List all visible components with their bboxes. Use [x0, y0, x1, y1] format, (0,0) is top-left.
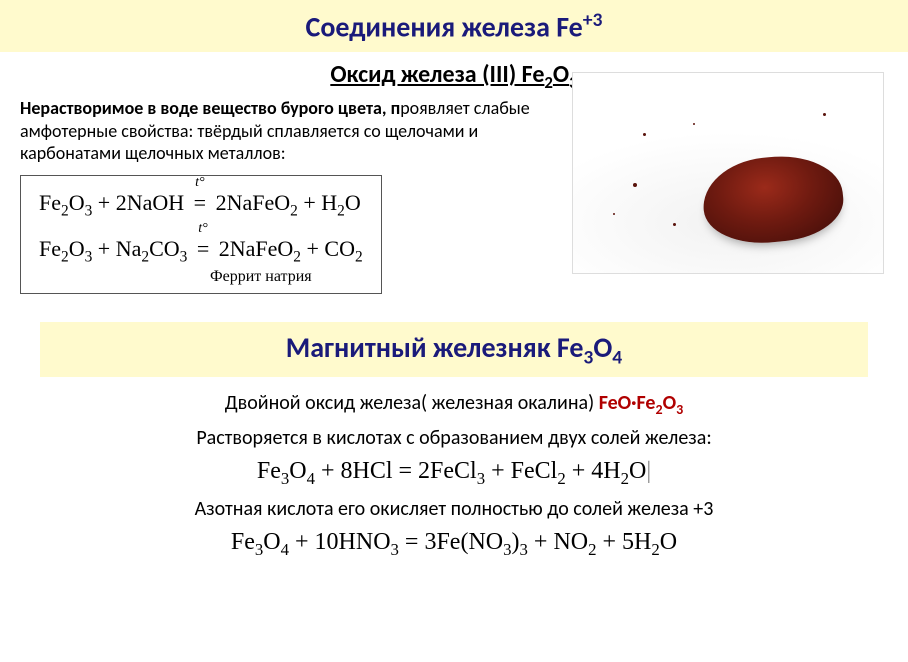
title-sup: +3: [583, 8, 603, 32]
equation-4: Fe3O4 + 10HNO3 = 3Fe(NO3)3 + NO2 + 5H2O: [0, 529, 908, 560]
title-banner-fe3: Соединения железа Fe+3: [0, 0, 908, 52]
equation-3: Fe3O4 + 8HCl = 2FeCl3 + FeCl2 + 4H2O|: [0, 458, 908, 489]
title-banner-magnetite: Магнитный железняк Fe3O4: [40, 322, 868, 378]
equation-1: Fe2O3 + 2NaOH = 2NaFeO2 + H2O: [39, 186, 363, 223]
nitric-line: Азотная кислота его окисляет полностью д…: [40, 497, 868, 521]
title-text: Соединения железа Fe: [306, 9, 583, 44]
dissolve-line: Растворяется в кислотах с образованием д…: [40, 426, 868, 450]
description-text: Нерастворимое в воде вещество бурого цве…: [0, 97, 580, 165]
equation-box: Fe2O3 + 2NaOH = 2NaFeO2 + H2O Fe2O3 + Na…: [20, 175, 382, 294]
equation-2: Fe2O3 + Na2CO3 = 2NaFeO2 + CO2: [39, 232, 363, 269]
iron-oxide-photo: [572, 72, 884, 274]
double-oxide-line: Двойной оксид железа( железная окалина) …: [40, 391, 868, 418]
